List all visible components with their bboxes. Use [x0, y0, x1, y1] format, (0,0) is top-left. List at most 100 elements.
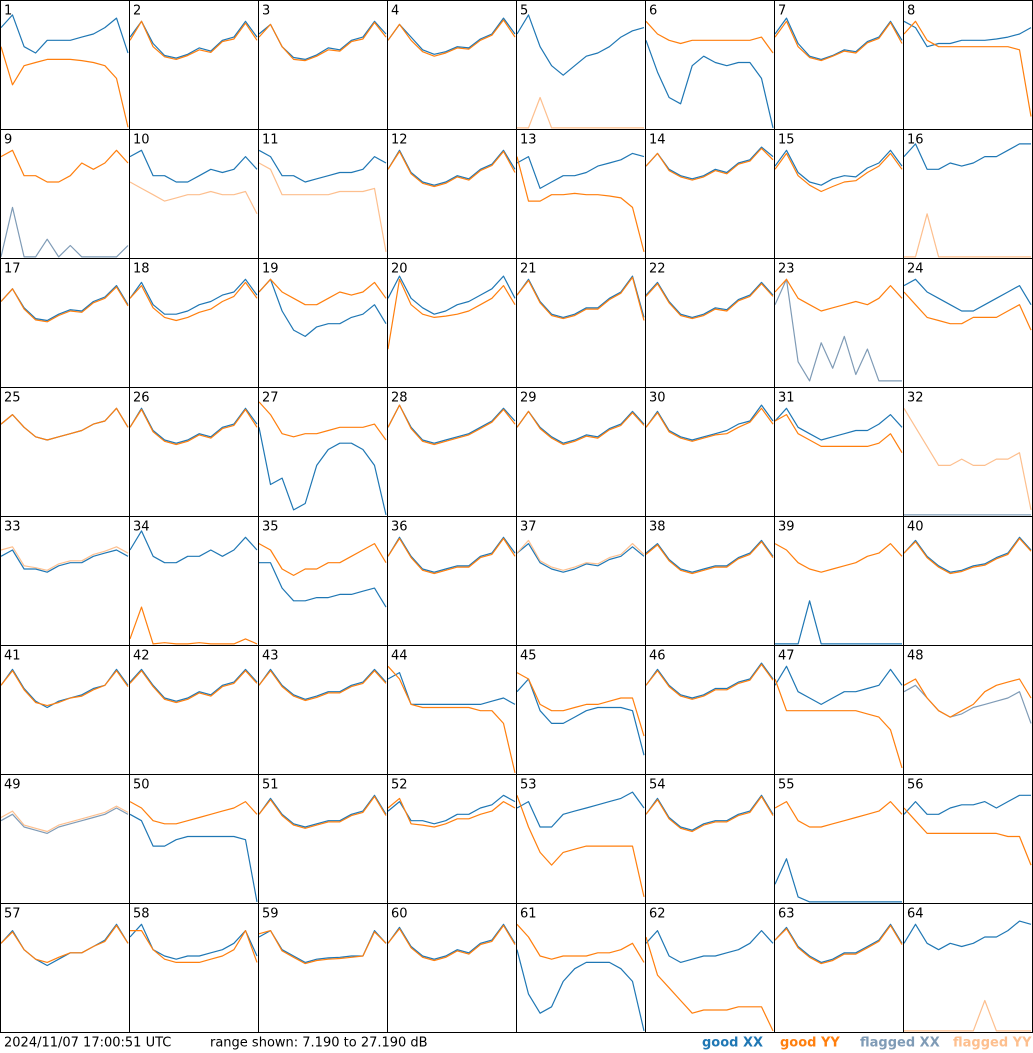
spectrum-line	[645, 795, 774, 833]
panel-number: 45	[520, 649, 537, 664]
panel-number: 13	[520, 133, 537, 148]
panel-border	[387, 129, 517, 259]
panel-border	[903, 258, 1033, 388]
spectrum-line	[387, 797, 516, 828]
panel-number: 30	[649, 391, 666, 406]
panel-number: 56	[907, 778, 924, 793]
panel-number: 29	[520, 391, 537, 406]
panel-border	[387, 903, 517, 1033]
spectrum-line	[774, 924, 903, 965]
spectrum-line	[645, 929, 774, 964]
legend-entry: flagged YY	[953, 1036, 1032, 1051]
panel-number: 39	[778, 520, 795, 535]
spectrum-line	[0, 149, 129, 183]
spectrum-line	[258, 794, 387, 828]
spectrum-line	[903, 20, 1032, 48]
spectrum-line	[387, 19, 516, 57]
spectrum-line	[903, 291, 1032, 331]
spectrum-line	[645, 147, 774, 181]
panel-border	[258, 129, 388, 259]
panel-border	[129, 645, 259, 775]
spectrum-line	[774, 20, 903, 62]
spectrum-line	[903, 678, 1032, 718]
panel-number: 1	[4, 4, 12, 19]
spectrum-line	[387, 278, 516, 350]
spectrum-line	[774, 17, 903, 61]
spectrum-line	[516, 795, 645, 898]
panel-number: 25	[4, 391, 21, 406]
spectrum-line	[774, 542, 903, 573]
spectrum-line	[387, 404, 516, 446]
panel-number: 28	[391, 391, 408, 406]
panel-number: 18	[133, 262, 150, 277]
spectrum-line	[0, 807, 129, 835]
panel-number: 60	[391, 907, 408, 922]
spectrum-line	[0, 286, 129, 323]
spectrum-line	[387, 536, 516, 573]
panel-border	[387, 645, 517, 775]
panel-number: 34	[133, 520, 150, 535]
panel-number: 36	[391, 520, 408, 535]
spectrum-line	[903, 278, 1032, 312]
spectrum-line	[129, 813, 258, 903]
panel-number: 44	[391, 649, 408, 664]
spectrum-line	[387, 794, 516, 825]
spectrum-line	[129, 149, 258, 183]
spectrum-line	[774, 800, 903, 828]
spectrum-line	[904, 999, 1031, 1032]
panel-border	[903, 129, 1033, 259]
spectrum-line	[258, 162, 387, 253]
spectrum-line	[645, 662, 774, 699]
spectrum-line	[258, 278, 387, 337]
spectrum-line	[645, 40, 774, 129]
spectrum-line	[774, 858, 902, 903]
spectrum-line	[0, 805, 129, 833]
panel-border	[645, 0, 775, 130]
spectrum-line	[387, 671, 516, 706]
panel-number: 17	[4, 262, 21, 277]
panel-number: 2	[133, 4, 141, 19]
spectrum-line	[516, 923, 645, 963]
panel-number: 42	[133, 649, 150, 664]
spectrum-line	[129, 923, 258, 960]
spectrum-line	[645, 281, 774, 318]
spectrum-line	[516, 542, 645, 573]
spectrum-line	[774, 149, 903, 186]
panel-border	[645, 516, 775, 646]
panel-border	[516, 774, 646, 904]
panel-border	[387, 387, 517, 517]
spectrum-line	[0, 46, 129, 128]
panel-number: 50	[133, 778, 150, 793]
panel-border	[258, 645, 388, 775]
spectrum-line	[130, 929, 258, 964]
panel-border	[387, 774, 517, 904]
panel-border	[258, 0, 388, 130]
range-label: range shown: 7.190 to 27.190 dB	[210, 1036, 428, 1051]
spectrum-line	[387, 665, 516, 774]
panel-number: 32	[907, 391, 924, 406]
spectrum-line	[774, 665, 903, 706]
panel-number: 62	[649, 907, 666, 922]
spectrum-line	[516, 949, 645, 1032]
spectrum-line	[645, 539, 774, 573]
spectrum-line	[516, 410, 645, 446]
panel-border	[903, 516, 1033, 646]
panel-border	[129, 0, 259, 130]
spectrum-line	[516, 791, 645, 828]
spectrum-line	[903, 537, 1032, 575]
panel-number: 63	[778, 907, 795, 922]
panel-border	[774, 129, 904, 259]
spectrum-line	[258, 929, 387, 965]
spectrum-line	[645, 404, 774, 441]
panel-number: 24	[907, 262, 924, 277]
spectrum-line	[903, 920, 1032, 951]
panel-number: 53	[520, 778, 537, 793]
spectrum-line	[258, 795, 387, 829]
panel-border	[903, 903, 1033, 1033]
panel-border	[774, 387, 904, 517]
spectrum-line	[0, 924, 129, 964]
panel-border	[645, 258, 775, 388]
panel-border	[0, 516, 130, 646]
legend-entry: good YY	[780, 1036, 840, 1051]
spectrum-line	[645, 936, 774, 1032]
